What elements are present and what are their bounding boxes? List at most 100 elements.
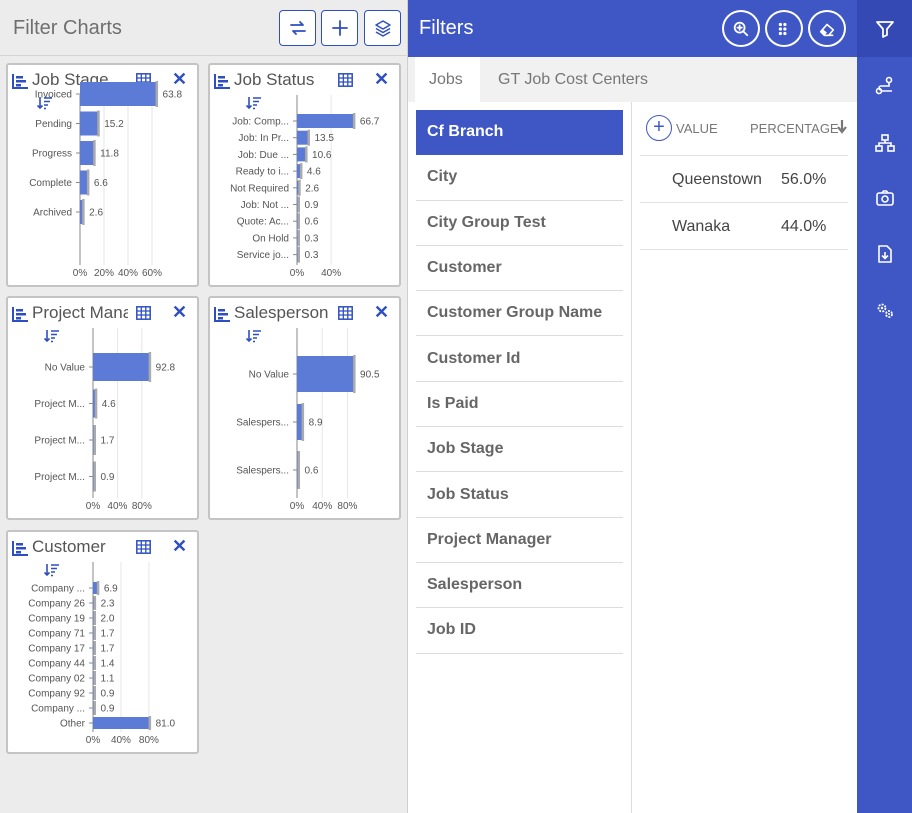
bar[interactable]: [80, 111, 99, 136]
category-label[interactable]: Company ...: [31, 704, 85, 715]
filter-rail-button[interactable]: [874, 18, 895, 39]
table-view-icon[interactable]: [338, 73, 353, 87]
plus-icon: [331, 20, 348, 36]
close-icon[interactable]: ✕: [172, 69, 188, 89]
bar[interactable]: [93, 353, 150, 381]
category-label[interactable]: Company 19: [28, 614, 85, 625]
category-label[interactable]: Quote: Ac...: [237, 217, 289, 228]
tab-jobs[interactable]: Jobs: [415, 57, 480, 102]
bar[interactable]: [93, 389, 96, 418]
table-view-icon[interactable]: [136, 540, 151, 554]
category-label[interactable]: Company 26: [28, 599, 85, 610]
x-tick-label: 40%: [107, 501, 127, 512]
field-item[interactable]: Job Status: [416, 472, 623, 518]
field-item[interactable]: Job Stage: [416, 427, 623, 473]
table-view-icon[interactable]: [338, 306, 353, 320]
add-value-button[interactable]: +: [646, 115, 672, 141]
close-icon[interactable]: ✕: [172, 536, 188, 556]
filter-chart-card: Job Stage ✕ 0% 20% 40% 60% Invoiced 63.8 Pendi…: [6, 63, 199, 287]
bar[interactable]: [80, 141, 95, 165]
category-label[interactable]: Salespers...: [236, 418, 289, 429]
category-label[interactable]: Project M...: [34, 399, 85, 410]
close-icon[interactable]: ✕: [374, 302, 390, 322]
close-icon[interactable]: ✕: [172, 302, 188, 322]
category-label[interactable]: Service jo...: [237, 250, 289, 261]
bar[interactable]: [93, 717, 150, 729]
category-label[interactable]: Not Required: [230, 183, 289, 194]
value-column-header[interactable]: VALUE: [676, 121, 718, 136]
bar[interactable]: [297, 114, 354, 128]
clear-filters-button[interactable]: [808, 10, 846, 47]
sort-desc-icon[interactable]: [37, 96, 53, 110]
field-item[interactable]: Job ID: [416, 608, 623, 654]
sort-desc-icon[interactable]: [246, 96, 262, 110]
category-label[interactable]: Company 17: [28, 644, 85, 655]
add-chart-button[interactable]: [321, 10, 358, 46]
category-label[interactable]: Other: [60, 719, 86, 730]
category-label[interactable]: Job: Comp...: [232, 117, 289, 128]
category-label[interactable]: Complete: [29, 178, 72, 189]
sort-desc-icon[interactable]: [44, 563, 60, 577]
value-list-header: + VALUE PERCENTAGE: [640, 110, 848, 156]
export-rail-button[interactable]: [874, 243, 895, 264]
field-item[interactable]: Cf Branch: [416, 110, 623, 156]
x-tick-label: 80%: [132, 501, 152, 512]
route-rail-button[interactable]: [874, 75, 895, 96]
settings-rail-button[interactable]: [874, 299, 895, 320]
field-item[interactable]: Customer Id: [416, 336, 623, 382]
field-item[interactable]: Customer: [416, 246, 623, 292]
filter-chart-card: Project Manager ✕ 0% 40% 80% No Value 92.8 Pr…: [6, 296, 199, 520]
bar[interactable]: [297, 356, 355, 392]
sort-desc-icon[interactable]: [246, 329, 262, 343]
layers-button[interactable]: [364, 10, 401, 46]
category-label[interactable]: Ready to i...: [236, 167, 289, 178]
category-label[interactable]: Company 71: [28, 629, 85, 640]
category-label[interactable]: Job: Not ...: [241, 200, 289, 211]
field-item[interactable]: Is Paid: [416, 382, 623, 428]
bar[interactable]: [297, 404, 303, 440]
category-label[interactable]: Project M...: [34, 436, 85, 447]
category-label[interactable]: No Value: [45, 363, 86, 374]
category-label[interactable]: Progress: [32, 149, 72, 160]
bar[interactable]: [93, 582, 98, 594]
category-label[interactable]: Company 44: [28, 659, 85, 670]
field-item[interactable]: City Group Test: [416, 201, 623, 246]
grid-view-button[interactable]: [765, 10, 803, 47]
category-label[interactable]: Archived: [33, 208, 72, 219]
category-label[interactable]: Pending: [35, 119, 72, 130]
category-label[interactable]: Job: Due ...: [238, 150, 289, 161]
sort-desc-icon[interactable]: [44, 329, 60, 343]
bar[interactable]: [80, 170, 88, 195]
field-item[interactable]: Project Manager: [416, 518, 623, 563]
field-item[interactable]: Customer Group Name: [416, 291, 623, 337]
snapshot-rail-button[interactable]: [874, 187, 895, 208]
category-label[interactable]: On Hold: [252, 233, 289, 244]
category-label[interactable]: Company ...: [31, 584, 85, 595]
field-item[interactable]: City: [416, 155, 623, 201]
value-row[interactable]: Wanaka 44.0%: [640, 203, 848, 250]
bar[interactable]: [297, 164, 301, 179]
bar[interactable]: [80, 200, 84, 224]
sort-down-arrow-icon[interactable]: [836, 119, 848, 134]
close-icon[interactable]: ✕: [374, 69, 390, 89]
field-item[interactable]: Salesperson: [416, 563, 623, 609]
category-label[interactable]: Company 02: [28, 674, 85, 685]
category-label[interactable]: Salespers...: [236, 466, 289, 477]
category-label[interactable]: No Value: [249, 370, 290, 381]
hierarchy-rail-button[interactable]: [874, 132, 895, 153]
percentage-column-header[interactable]: PERCENTAGE: [750, 121, 839, 136]
category-label[interactable]: Job: In Pr...: [238, 133, 289, 144]
category-label[interactable]: Invoiced: [35, 90, 72, 101]
category-label[interactable]: Project M...: [34, 472, 85, 483]
swap-button[interactable]: [279, 10, 316, 46]
table-view-icon[interactable]: [136, 306, 151, 320]
bar[interactable]: [297, 180, 300, 195]
bar[interactable]: [297, 147, 307, 162]
category-label[interactable]: Company 92: [28, 689, 85, 700]
bar[interactable]: [80, 82, 157, 106]
eraser-icon: [819, 23, 835, 36]
tab-gt-job-cost-centers[interactable]: GT Job Cost Centers: [498, 70, 648, 88]
zoom-button[interactable]: [722, 10, 760, 47]
bar[interactable]: [297, 130, 309, 145]
value-row[interactable]: Queenstown 56.0%: [640, 156, 848, 203]
